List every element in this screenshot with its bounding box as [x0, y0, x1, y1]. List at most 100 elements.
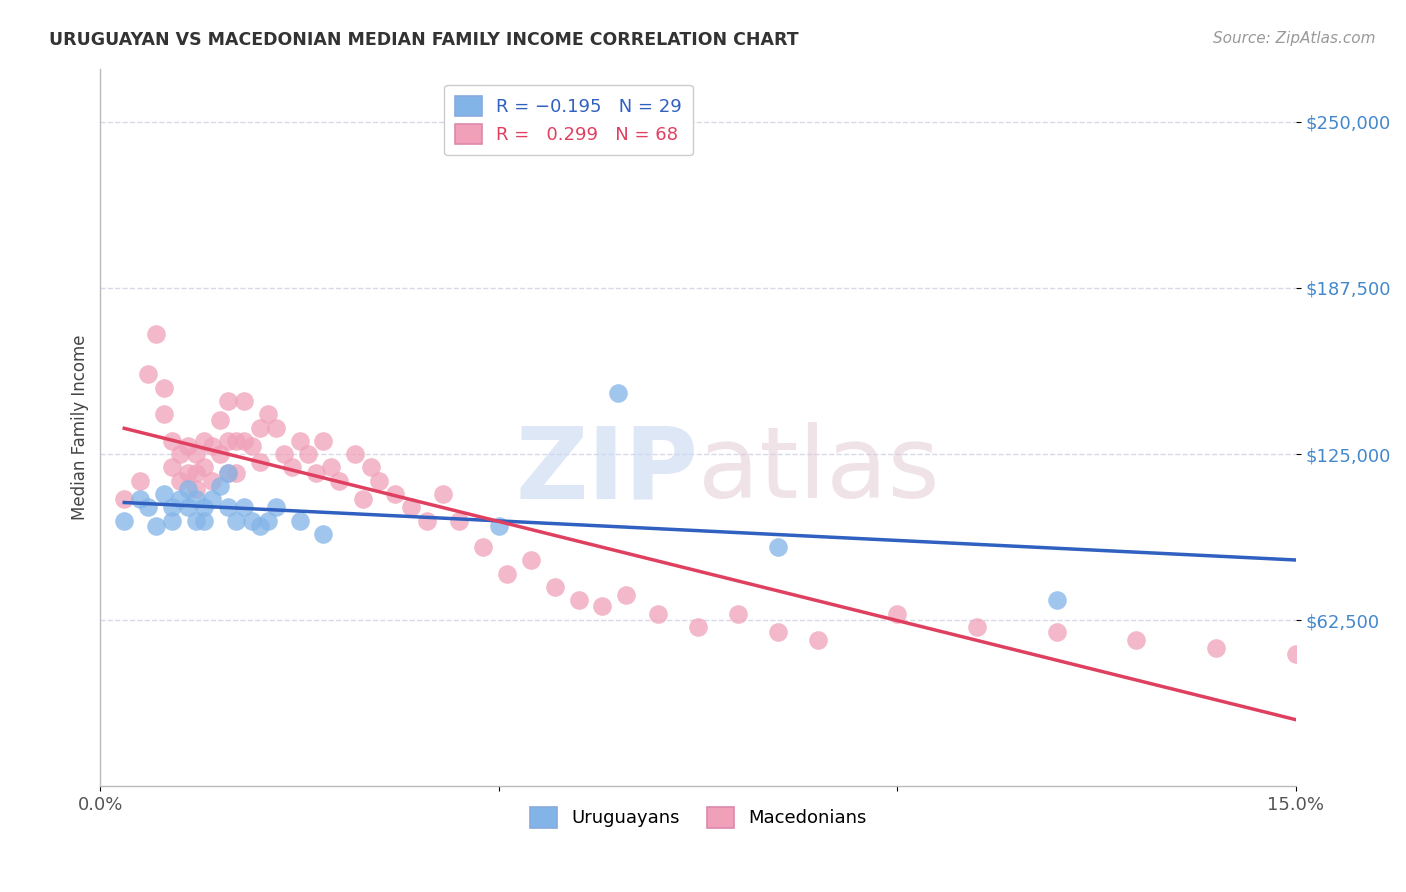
Point — [208, 412, 231, 426]
Point — [184, 482, 207, 496]
Point — [447, 514, 470, 528]
Text: Source: ZipAtlas.com: Source: ZipAtlas.com — [1212, 31, 1375, 46]
Point — [177, 439, 200, 453]
Point — [217, 434, 239, 448]
Point — [264, 500, 287, 515]
Point — [184, 466, 207, 480]
Point — [1205, 641, 1227, 656]
Point — [112, 492, 135, 507]
Point — [193, 500, 215, 515]
Point — [160, 434, 183, 448]
Point — [312, 434, 335, 448]
Point — [249, 519, 271, 533]
Point — [471, 540, 494, 554]
Y-axis label: Median Family Income: Median Family Income — [72, 334, 89, 520]
Point — [232, 500, 254, 515]
Point — [312, 527, 335, 541]
Point — [232, 393, 254, 408]
Point — [886, 607, 908, 621]
Point — [495, 566, 517, 581]
Point — [217, 466, 239, 480]
Point — [264, 420, 287, 434]
Point — [543, 580, 565, 594]
Point — [201, 439, 224, 453]
Point — [766, 625, 789, 640]
Point — [129, 474, 152, 488]
Point — [519, 553, 541, 567]
Point — [240, 514, 263, 528]
Point — [193, 460, 215, 475]
Point — [328, 474, 350, 488]
Point — [280, 460, 302, 475]
Point — [256, 514, 278, 528]
Point — [399, 500, 422, 515]
Point — [177, 466, 200, 480]
Point — [384, 487, 406, 501]
Point — [136, 368, 159, 382]
Point — [368, 474, 391, 488]
Point — [344, 447, 367, 461]
Point — [567, 593, 589, 607]
Point — [766, 540, 789, 554]
Point — [129, 492, 152, 507]
Point — [201, 474, 224, 488]
Point — [184, 514, 207, 528]
Text: atlas: atlas — [697, 422, 939, 519]
Point — [160, 460, 183, 475]
Point — [966, 620, 988, 634]
Point — [201, 492, 224, 507]
Point — [225, 466, 247, 480]
Point — [153, 407, 176, 421]
Point — [217, 500, 239, 515]
Point — [193, 514, 215, 528]
Point — [145, 327, 167, 342]
Text: ZIP: ZIP — [515, 422, 697, 519]
Point — [727, 607, 749, 621]
Point — [1125, 633, 1147, 648]
Point — [136, 500, 159, 515]
Point — [169, 492, 191, 507]
Point — [288, 434, 311, 448]
Point — [184, 492, 207, 507]
Point — [1046, 593, 1069, 607]
Point — [208, 479, 231, 493]
Point — [360, 460, 382, 475]
Point — [225, 514, 247, 528]
Legend: Uruguayans, Macedonians: Uruguayans, Macedonians — [523, 799, 873, 835]
Point — [232, 434, 254, 448]
Point — [208, 447, 231, 461]
Point — [321, 460, 343, 475]
Point — [416, 514, 439, 528]
Point — [614, 588, 637, 602]
Point — [432, 487, 454, 501]
Point — [1046, 625, 1069, 640]
Point — [807, 633, 830, 648]
Point — [153, 381, 176, 395]
Point — [177, 500, 200, 515]
Point — [297, 447, 319, 461]
Point — [240, 439, 263, 453]
Point — [488, 519, 510, 533]
Point — [153, 487, 176, 501]
Point — [273, 447, 295, 461]
Point — [249, 455, 271, 469]
Point — [112, 514, 135, 528]
Point — [217, 466, 239, 480]
Point — [686, 620, 709, 634]
Point — [607, 386, 630, 401]
Point — [184, 447, 207, 461]
Point — [160, 514, 183, 528]
Point — [1285, 647, 1308, 661]
Point — [177, 482, 200, 496]
Point — [288, 514, 311, 528]
Point — [352, 492, 374, 507]
Point — [256, 407, 278, 421]
Point — [304, 466, 326, 480]
Text: URUGUAYAN VS MACEDONIAN MEDIAN FAMILY INCOME CORRELATION CHART: URUGUAYAN VS MACEDONIAN MEDIAN FAMILY IN… — [49, 31, 799, 49]
Point — [169, 447, 191, 461]
Point — [145, 519, 167, 533]
Point — [591, 599, 613, 613]
Point — [193, 434, 215, 448]
Point — [217, 393, 239, 408]
Point — [647, 607, 669, 621]
